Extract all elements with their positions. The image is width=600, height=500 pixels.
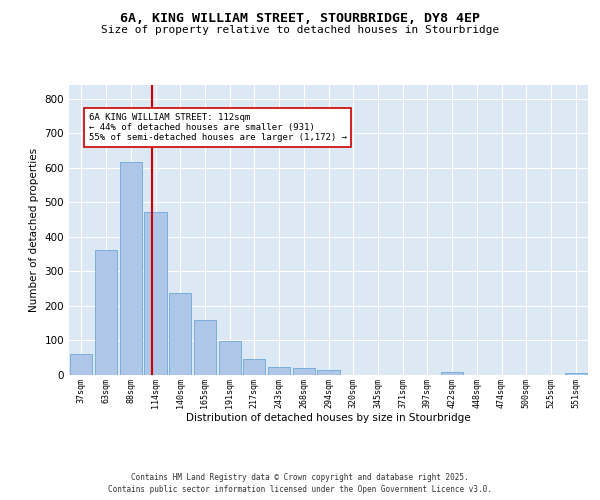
Y-axis label: Number of detached properties: Number of detached properties <box>29 148 39 312</box>
Text: 6A KING WILLIAM STREET: 112sqm
← 44% of detached houses are smaller (931)
55% of: 6A KING WILLIAM STREET: 112sqm ← 44% of … <box>89 112 347 142</box>
Bar <box>293 368 315 375</box>
Bar <box>243 359 265 375</box>
Text: 6A, KING WILLIAM STREET, STOURBRIDGE, DY8 4EP: 6A, KING WILLIAM STREET, STOURBRIDGE, DY… <box>120 12 480 26</box>
Bar <box>441 372 463 375</box>
Bar <box>317 370 340 375</box>
Bar <box>95 250 117 375</box>
Bar <box>268 368 290 375</box>
Bar <box>145 212 167 375</box>
Bar <box>70 354 92 375</box>
Text: Contains HM Land Registry data © Crown copyright and database right 2025.
Contai: Contains HM Land Registry data © Crown c… <box>108 472 492 494</box>
Bar <box>218 341 241 375</box>
X-axis label: Distribution of detached houses by size in Stourbridge: Distribution of detached houses by size … <box>186 414 471 424</box>
Bar <box>565 374 587 375</box>
Bar <box>194 320 216 375</box>
Bar <box>119 162 142 375</box>
Bar <box>169 293 191 375</box>
Text: Size of property relative to detached houses in Stourbridge: Size of property relative to detached ho… <box>101 25 499 35</box>
